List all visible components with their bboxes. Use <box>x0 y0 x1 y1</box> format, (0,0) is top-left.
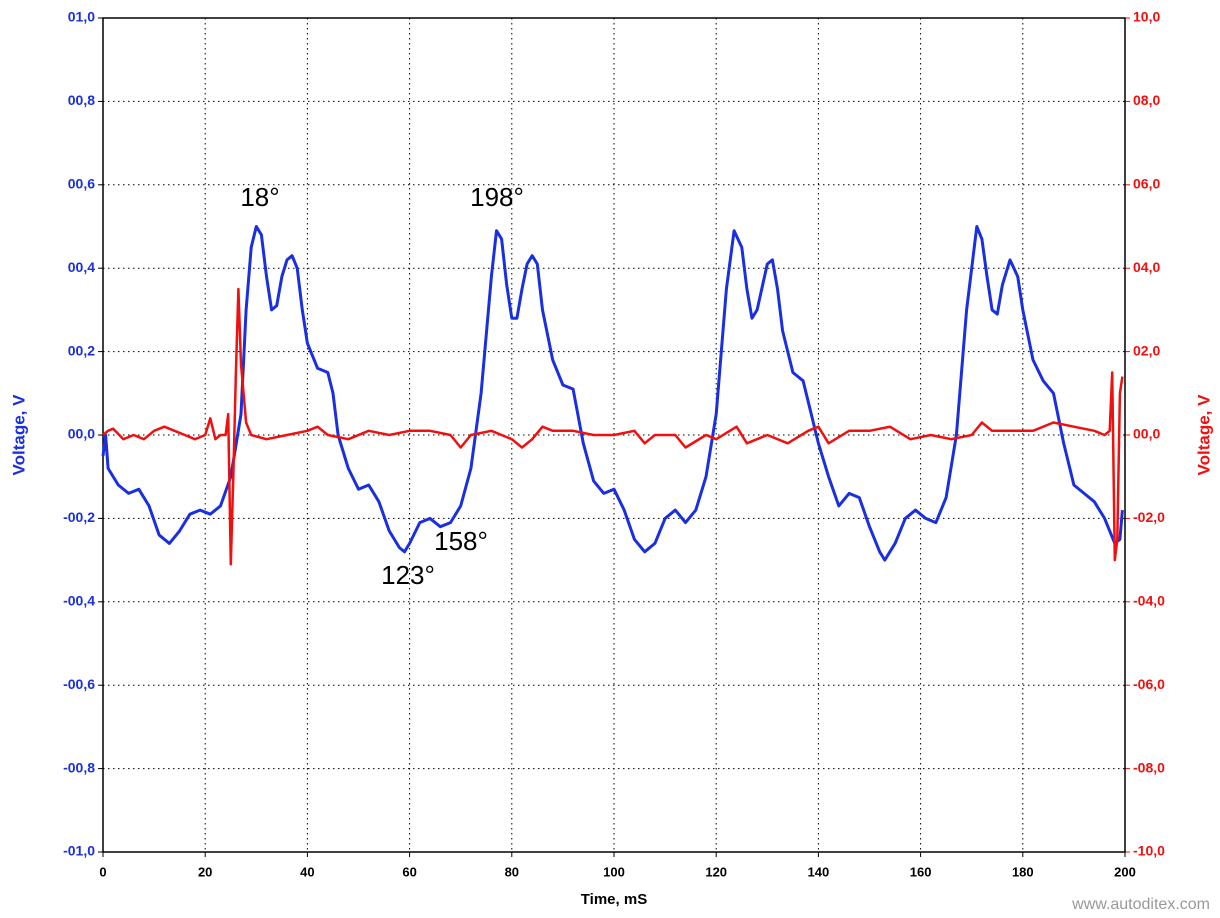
annotation: 158° <box>434 526 488 556</box>
annotation: 123° <box>381 560 435 590</box>
y2-tick-label: -08,0 <box>1133 759 1165 775</box>
y2-tick-label: 02,0 <box>1133 342 1160 358</box>
x-tick-label: 160 <box>910 864 932 879</box>
y2-tick-label: -06,0 <box>1133 676 1165 692</box>
x-tick-label: 20 <box>198 864 212 879</box>
y2-tick-label: 10,0 <box>1133 9 1160 25</box>
y-tick-label: 01,0 <box>68 9 95 25</box>
y-tick-label: 00,6 <box>68 176 95 192</box>
y2-tick-label: 06,0 <box>1133 176 1160 192</box>
x-axis-label: Time, mS <box>581 891 647 908</box>
y-tick-label: 00,8 <box>68 92 95 108</box>
y-tick-label: -00,6 <box>63 676 95 692</box>
series-line <box>102 287 1124 566</box>
y2-tick-label: -02,0 <box>1133 509 1165 525</box>
watermark: www.autoditex.com <box>1071 896 1210 913</box>
y-axis-label: Voltage, V <box>9 394 28 476</box>
x-tick-label: 60 <box>402 864 416 879</box>
y2-tick-label: 04,0 <box>1133 259 1160 275</box>
y-tick-label: 00,0 <box>68 426 95 442</box>
y2-tick-label: -04,0 <box>1133 593 1165 609</box>
y-tick-label: -01,0 <box>63 843 95 859</box>
y2-axis-label: Voltage, V <box>1194 394 1213 476</box>
y2-tick-label: -10,0 <box>1133 843 1165 859</box>
series-line <box>101 225 1124 562</box>
x-tick-label: 140 <box>808 864 830 879</box>
y2-tick-label: 08,0 <box>1133 92 1160 108</box>
annotation: 198° <box>470 182 524 212</box>
x-tick-label: 180 <box>1012 864 1034 879</box>
x-tick-label: 80 <box>505 864 519 879</box>
y-tick-label: 00,2 <box>68 342 95 358</box>
x-tick-label: 0 <box>99 864 106 879</box>
x-tick-label: 200 <box>1114 864 1136 879</box>
x-tick-label: 100 <box>603 864 625 879</box>
x-tick-label: 120 <box>705 864 727 879</box>
y-tick-label: -00,8 <box>63 759 95 775</box>
y-tick-label: -00,4 <box>63 593 95 609</box>
y-tick-label: 00,4 <box>68 259 95 275</box>
annotation: 18° <box>240 182 279 212</box>
y2-tick-label: 00,0 <box>1133 426 1160 442</box>
y-tick-label: -00,2 <box>63 509 95 525</box>
x-tick-label: 40 <box>300 864 314 879</box>
